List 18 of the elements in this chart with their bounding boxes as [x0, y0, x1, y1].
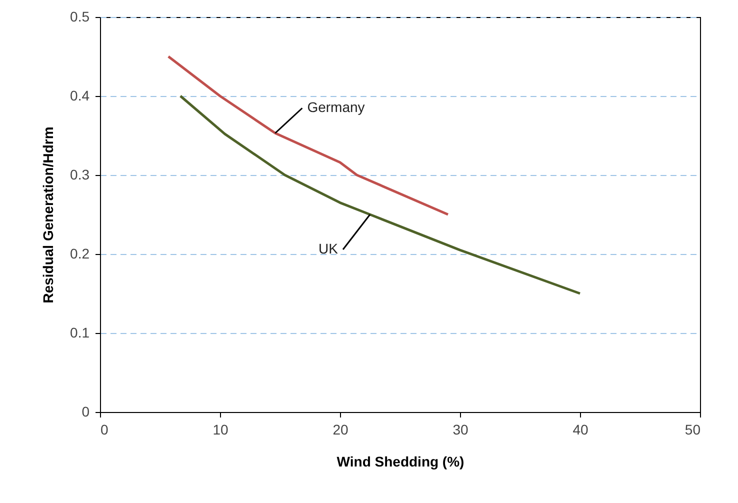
y-tick-label: 0.1 — [70, 324, 90, 340]
x-tick-label: 30 — [452, 422, 468, 438]
x-tick-label: 20 — [332, 422, 348, 438]
y-tick-label: 0.4 — [70, 88, 90, 104]
line-series — [167, 55, 450, 216]
x-tick-label: 10 — [212, 422, 228, 438]
x-tick-label: 0 — [100, 422, 108, 438]
y-tick-label: 0.5 — [70, 8, 90, 24]
line-series — [179, 94, 582, 295]
x-tick-label: 40 — [572, 422, 588, 438]
y-tick-label: 0 — [82, 404, 90, 420]
y-axis-title: Residual Generation/Hdrm — [40, 126, 56, 304]
y-tick-label: 0.2 — [70, 246, 90, 262]
x-tick-label: 50 — [684, 422, 701, 438]
y-tick-label: 0.3 — [70, 166, 90, 182]
text: UK — [318, 240, 339, 256]
text: Germany — [307, 99, 365, 116]
x-axis-title: Wind Shedding (%) — [336, 454, 464, 470]
